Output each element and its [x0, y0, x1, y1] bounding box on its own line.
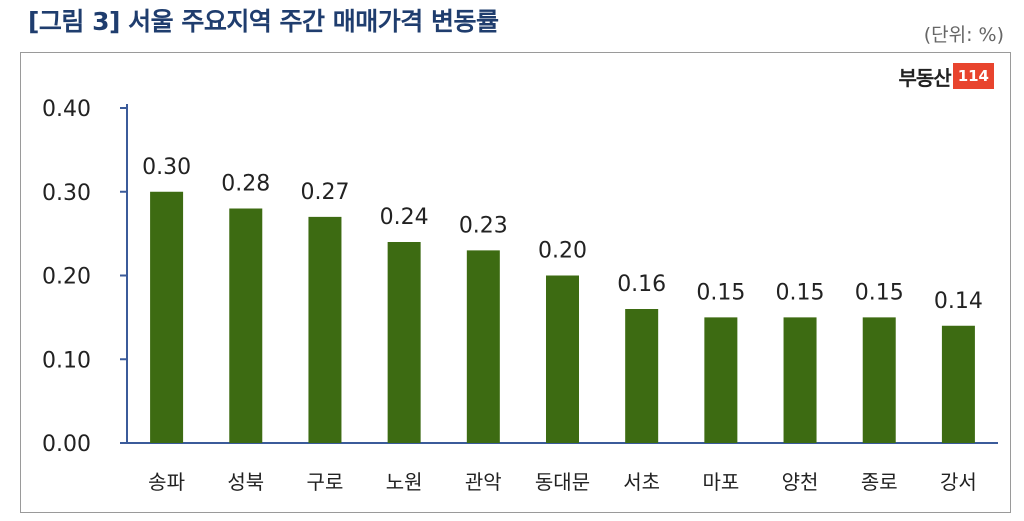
bar — [546, 275, 579, 443]
x-tick-label: 구로 — [307, 470, 344, 494]
unit-label: (단위: %) — [923, 24, 1004, 46]
brand-logo: 부동산 114 — [898, 62, 994, 90]
bar — [387, 242, 421, 443]
chart-frame — [20, 52, 1011, 513]
bar — [704, 317, 738, 443]
bar — [625, 309, 659, 443]
x-tick-label: 마포 — [702, 470, 739, 494]
x-tick-label: 성북 — [227, 470, 264, 494]
data-label: 0.15 — [696, 280, 745, 305]
data-label: 0.30 — [142, 155, 191, 180]
y-tick-label: 0.30 — [42, 181, 91, 206]
x-tick-label: 관악 — [465, 470, 502, 494]
x-tick-label: 강서 — [940, 470, 977, 494]
x-tick-label: 양천 — [782, 470, 819, 494]
y-tick-label: 0.10 — [42, 348, 91, 373]
data-label: 0.28 — [221, 172, 270, 197]
data-label: 0.24 — [380, 205, 429, 230]
data-label: 0.14 — [934, 289, 983, 314]
data-label: 0.20 — [538, 239, 587, 264]
y-tick-label: 0.20 — [42, 265, 91, 290]
bar — [229, 208, 263, 443]
x-tick-label: 서초 — [623, 470, 660, 494]
chart-title: [그림 3] 서울 주요지역 주간 매매가격 변동률 — [28, 7, 499, 36]
bar — [862, 317, 896, 443]
bar — [466, 250, 500, 443]
data-label: 0.23 — [459, 213, 508, 238]
x-tick-label: 동대문 — [535, 470, 590, 494]
logo-badge: 114 — [952, 63, 994, 89]
data-label: 0.16 — [617, 272, 666, 297]
data-label: 0.15 — [855, 280, 904, 305]
x-tick-label: 종로 — [861, 470, 898, 494]
x-tick-label: 노원 — [386, 470, 423, 494]
x-tick-label: 송파 — [148, 470, 185, 494]
bar — [941, 325, 975, 443]
bar — [783, 317, 817, 443]
y-tick-label: 0.40 — [42, 97, 91, 122]
data-label: 0.15 — [776, 280, 825, 305]
bar — [150, 191, 184, 443]
y-tick-label: 0.00 — [42, 432, 91, 457]
data-label: 0.27 — [300, 180, 349, 205]
bar — [308, 216, 342, 443]
logo-text: 부동산 — [898, 65, 951, 90]
